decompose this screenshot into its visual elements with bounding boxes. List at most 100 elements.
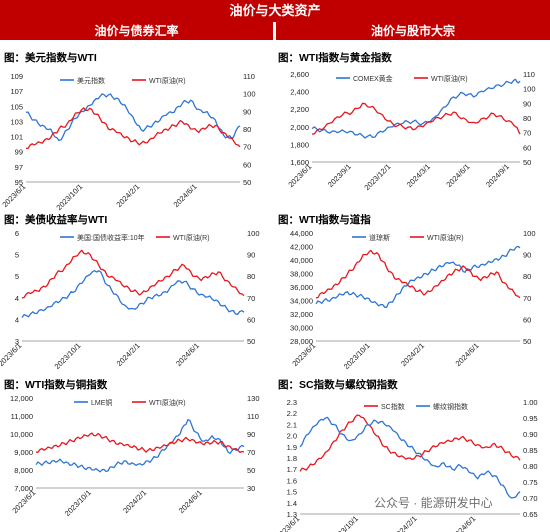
chart-title-ust-wti: 图：美债收益率与WTI	[4, 214, 108, 226]
series-line-red	[35, 432, 245, 454]
left-tick-label: 1.5	[287, 488, 297, 497]
left-tick-label: 8,000	[14, 466, 33, 475]
legend-label: LME铜	[91, 398, 112, 407]
right-tick-label: 0.65	[523, 510, 538, 519]
right-tick-label: 90	[523, 251, 531, 260]
left-tick-label: 2.0	[287, 432, 297, 441]
legend-label: WTI原油(R)	[427, 233, 464, 242]
x-tick-label: 2024/6/1	[177, 488, 204, 515]
legend-label: WTI原油(R)	[173, 233, 210, 242]
left-tick-label: 101	[10, 133, 23, 142]
left-tick-label: 6	[15, 229, 19, 238]
chart-wti-gold: 2,600 2,400 2,200 2,000 1,800 1,600 110 100 90 80…	[286, 70, 535, 192]
left-tick-label: 107	[10, 87, 23, 96]
left-tick-label: 1.3	[287, 510, 297, 519]
left-tick-label: 95	[15, 178, 23, 187]
right-tick-label: 60	[523, 315, 531, 324]
left-tick-label: 99	[15, 148, 23, 157]
series-line-blue	[315, 245, 521, 308]
legend-label: WTI原油(R)	[149, 76, 186, 85]
watermark: 公众号 · 能源研发中心	[374, 496, 493, 510]
x-tick-label: 2023/6/1	[0, 341, 23, 368]
right-tick-label: 90	[243, 107, 251, 116]
left-tick-label: 42,000	[290, 243, 313, 252]
right-tick-label: 130	[247, 394, 260, 403]
right-tick-label: 70	[243, 143, 251, 152]
series-line-red	[299, 414, 521, 472]
left-tick-label: 2.2	[287, 409, 297, 418]
right-tick-label: 0.80	[523, 462, 538, 471]
series-line-blue	[21, 270, 245, 318]
chart-dxy-wti: 109 107 105 103 101 99 97 95 110 100 90 80 70 60 50 202…	[0, 72, 256, 212]
chart-title-wti-copper: 图：WTI指数与铜指数	[4, 379, 108, 391]
right-tick-label: 90	[523, 99, 531, 108]
left-tick-label: 5	[15, 272, 19, 281]
legend-label: WTI原油(R)	[149, 398, 186, 407]
right-tick-label: 0.70	[523, 494, 538, 503]
right-tick-label: 60	[247, 315, 255, 324]
right-tick-label: 80	[247, 272, 255, 281]
left-tick-label: 1.8	[287, 454, 297, 463]
left-tick-label: 1.7	[287, 465, 297, 474]
right-tick-label: 80	[243, 125, 251, 134]
left-tick-label: 4	[15, 294, 19, 303]
chart-title-wti-dow: 图：WTI指数与道指	[278, 214, 371, 226]
x-tick-label: 2024/6/1	[450, 514, 477, 532]
left-tick-label: 103	[10, 117, 23, 126]
right-tick-label: 50	[247, 337, 255, 346]
x-tick-label: 2024/2/1	[121, 488, 148, 515]
right-tick-label: 110	[523, 70, 535, 79]
right-tick-label: 1.00	[523, 398, 538, 407]
chart-title-dxy-wti: 图：美元指数与WTI	[4, 52, 97, 64]
right-tick-label: 0.90	[523, 430, 538, 439]
left-tick-label: 10,000	[10, 430, 33, 439]
chart-sc-rebar: 2.3 2.2 2.1 2.0 1.9 1.8 1.7 1.6 1.5 1.4 1.3 1.00 0.9…	[274, 398, 538, 532]
left-tick-label: 109	[10, 72, 23, 81]
x-tick-label: 2024/6/1	[172, 182, 199, 209]
series-line-blue	[35, 418, 245, 473]
left-tick-label: 2.3	[287, 398, 297, 407]
left-tick-label: 1.6	[287, 476, 297, 485]
right-tick-label: 70	[523, 129, 531, 138]
right-tick-label: 70	[247, 294, 255, 303]
right-tick-label: 30	[247, 484, 255, 493]
right-tick-label: 0.75	[523, 478, 538, 487]
right-tick-label: 100	[523, 229, 536, 238]
right-tick-label: 60	[523, 143, 531, 152]
right-tick-label: 50	[523, 158, 531, 167]
series-line-red	[311, 102, 521, 135]
right-tick-label: 0.95	[523, 414, 538, 423]
left-tick-label: 34,000	[290, 297, 313, 306]
right-tick-label: 70	[247, 448, 255, 457]
right-tick-label: 110	[247, 412, 259, 421]
section-title-right: 油价与股市大宗	[276, 22, 550, 40]
chart-wti-dow: 44,000 42,000 40,000 38,000 36,000 34,000 32,0…	[290, 229, 536, 371]
left-tick-label: 2,400	[290, 88, 309, 97]
x-tick-label: 2024/6/1	[174, 341, 201, 368]
left-tick-label: 105	[10, 102, 23, 111]
left-tick-label: 4	[15, 315, 19, 324]
x-tick-label: 2024/6/1	[454, 341, 481, 368]
series-line-blue	[311, 78, 521, 139]
left-tick-label: 30,000	[290, 324, 313, 333]
x-tick-label: 2024/9/1	[484, 162, 511, 189]
legend-label: 螺纹钢指数	[433, 402, 468, 411]
right-tick-label: 50	[243, 178, 251, 187]
left-tick-label: 44,000	[290, 229, 313, 238]
right-tick-label: 110	[243, 72, 255, 81]
right-tick-label: 70	[523, 294, 531, 303]
right-tick-label: 100	[243, 90, 256, 99]
left-tick-label: 28,000	[290, 337, 313, 346]
left-tick-label: 36,000	[290, 283, 313, 292]
legend-label: 道琼斯	[369, 233, 390, 242]
left-tick-label: 7,000	[14, 484, 33, 493]
legend-label: WTI原油(R)	[431, 74, 468, 83]
left-tick-label: 12,000	[10, 394, 33, 403]
x-tick-label: 2023/10/1	[330, 514, 360, 532]
left-tick-label: 2.1	[287, 420, 297, 429]
x-tick-label: 2024/2/1	[399, 341, 426, 368]
right-tick-label: 0.85	[523, 446, 538, 455]
x-tick-label: 2024/2/1	[114, 182, 141, 209]
left-tick-label: 1.9	[287, 443, 297, 452]
page-title: 油价与大类资产	[0, 0, 550, 22]
